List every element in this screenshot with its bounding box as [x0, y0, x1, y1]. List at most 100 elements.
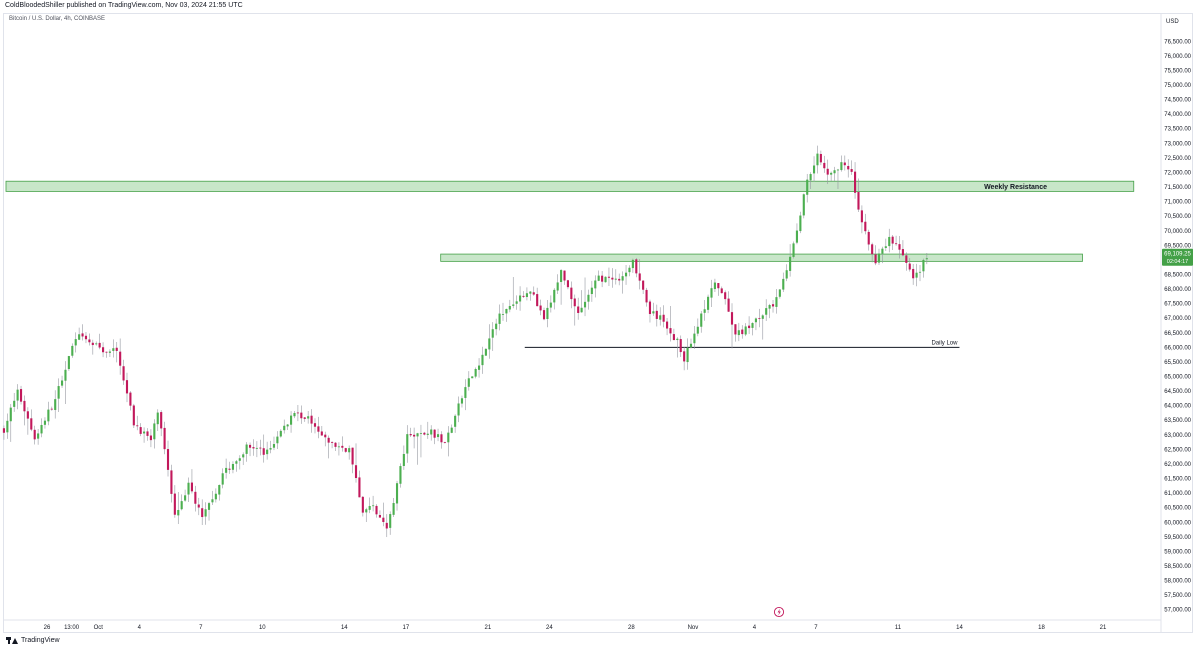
- x-tick-label: 11: [895, 625, 902, 631]
- y-tick-label: 72,500.00: [1164, 156, 1191, 162]
- last-price-value: 69,109.25: [1164, 252, 1191, 258]
- candle: [221, 473, 224, 485]
- candle: [457, 403, 460, 416]
- candle: [700, 313, 703, 327]
- candle: [160, 412, 163, 429]
- x-tick-label: 17: [402, 625, 409, 631]
- candle: [60, 380, 64, 386]
- candle: [628, 267, 631, 273]
- candle: [573, 298, 576, 307]
- candle: [809, 174, 812, 181]
- candle: [235, 461, 238, 464]
- candle: [413, 434, 416, 437]
- candle: [566, 280, 569, 288]
- candle: [409, 434, 412, 436]
- candle: [618, 278, 621, 281]
- candle: [132, 405, 135, 426]
- y-tick-label: 65,500.00: [1164, 360, 1191, 366]
- candle: [542, 310, 546, 320]
- x-tick-label: 26: [44, 625, 51, 631]
- candle: [440, 434, 443, 443]
- candle: [129, 392, 132, 406]
- candle: [419, 433, 423, 434]
- candle: [607, 276, 611, 278]
- candle: [204, 509, 207, 517]
- candle: [67, 356, 70, 370]
- x-tick-label: 7: [199, 625, 203, 631]
- y-tick-label: 73,500.00: [1164, 127, 1191, 133]
- candle: [519, 295, 522, 302]
- candle: [624, 272, 628, 277]
- candle: [382, 517, 385, 523]
- candle: [194, 491, 197, 504]
- candle: [843, 162, 846, 166]
- y-tick-label: 73,000.00: [1164, 141, 1191, 147]
- resistance-zone[interactable]: [440, 253, 1083, 262]
- candle: [30, 418, 33, 430]
- x-tick-label: 24: [546, 625, 553, 631]
- candle: [761, 315, 764, 319]
- y-tick-label: 63,000.00: [1164, 433, 1191, 439]
- last-price-tag: [1162, 248, 1193, 266]
- candle: [313, 423, 317, 427]
- candle: [621, 276, 624, 281]
- candle: [847, 165, 850, 170]
- candle: [368, 505, 371, 510]
- y-tick-label: 66,000.00: [1164, 345, 1191, 351]
- candle: [320, 431, 323, 436]
- candle: [659, 315, 662, 320]
- y-tick-label: 59,000.00: [1164, 549, 1191, 555]
- candle: [737, 330, 740, 336]
- candle: [365, 509, 368, 513]
- candle: [190, 482, 193, 492]
- candle: [91, 342, 94, 346]
- candle: [669, 328, 672, 334]
- candle: [478, 365, 481, 370]
- candle: [645, 289, 648, 303]
- candle: [512, 304, 515, 306]
- candle: [833, 170, 836, 174]
- tradingview-brand[interactable]: TradingView: [6, 636, 60, 645]
- candle: [689, 343, 693, 348]
- daily-low-label: Daily Low: [931, 340, 958, 346]
- x-tick-label: 4: [753, 625, 757, 631]
- y-tick-label: 74,500.00: [1164, 98, 1191, 104]
- candle: [563, 270, 566, 281]
- candle: [812, 165, 816, 174]
- candle: [139, 427, 142, 434]
- candle: [481, 354, 484, 366]
- candle: [228, 468, 231, 470]
- publish-header: ColdBloodedShiller published on TradingV…: [0, 0, 1200, 13]
- chart-frame: [3, 13, 1193, 633]
- candle: [580, 307, 583, 313]
- candle: [402, 453, 405, 466]
- candle: [242, 454, 245, 458]
- y-tick-label: 66,500.00: [1164, 331, 1191, 337]
- candle: [505, 308, 508, 314]
- candle: [741, 329, 744, 335]
- candle: [84, 335, 88, 340]
- candle: [361, 496, 364, 513]
- candle: [710, 288, 713, 298]
- candle: [717, 283, 720, 289]
- y-tick-label: 74,000.00: [1164, 112, 1191, 118]
- x-tick-label: Nov: [688, 625, 699, 631]
- candle: [74, 339, 77, 346]
- candle: [177, 510, 180, 516]
- candle: [648, 301, 652, 315]
- candle: [310, 415, 313, 424]
- y-tick-label: 67,500.00: [1164, 302, 1191, 308]
- candle: [707, 296, 710, 310]
- y-tick-label: 61,500.00: [1164, 477, 1191, 483]
- candle: [495, 323, 498, 330]
- y-tick-label: 62,500.00: [1164, 447, 1191, 453]
- y-tick-label: 71,000.00: [1164, 200, 1191, 206]
- candle: [105, 351, 108, 353]
- candle: [33, 429, 36, 440]
- candle: [334, 442, 337, 447]
- candle: [262, 448, 265, 455]
- candle: [197, 504, 200, 508]
- resistance-zone[interactable]: [5, 180, 1135, 192]
- candle: [450, 427, 453, 433]
